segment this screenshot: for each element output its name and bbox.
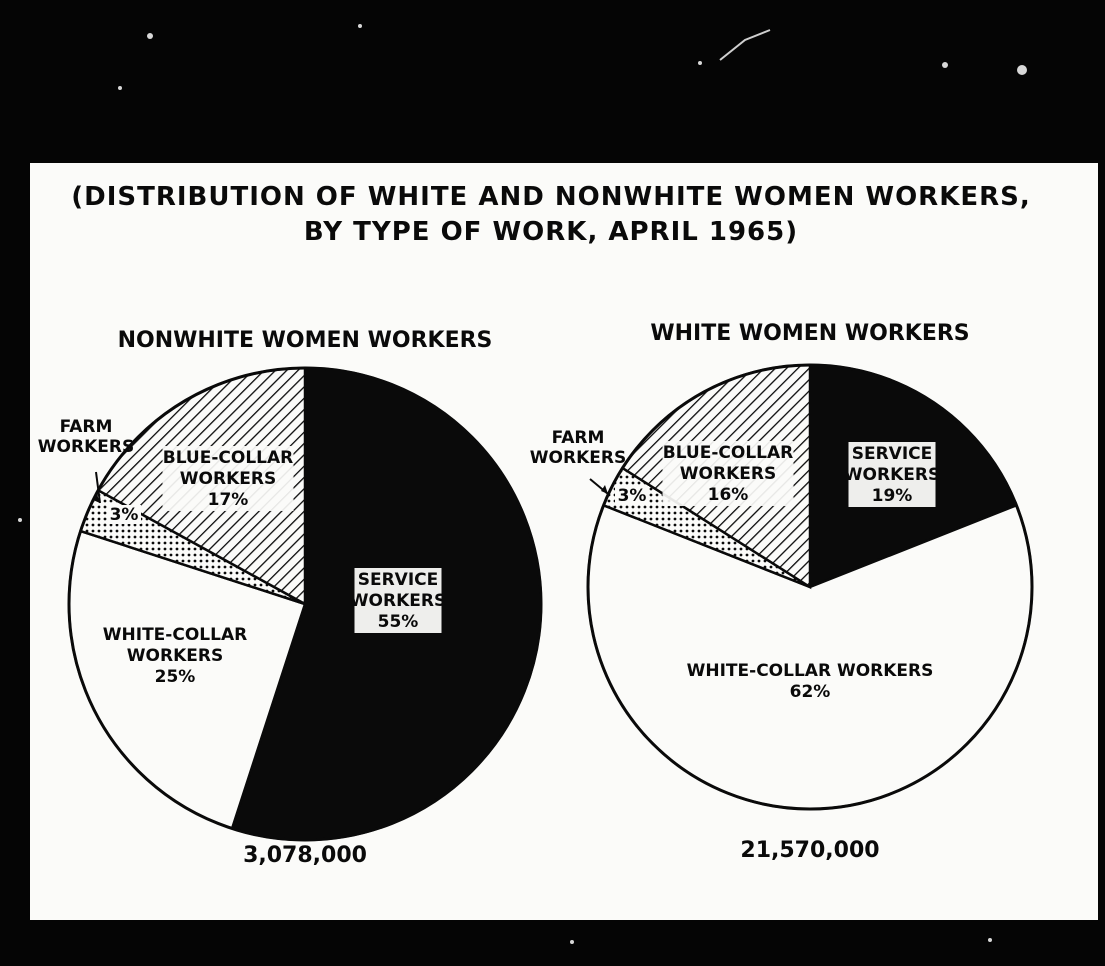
nonwhite-pie-outline [67,366,543,842]
white-service-workers-label-line-1: SERVICE [852,444,933,464]
figure-title-line-2: BY TYPE OF WORK, APRIL 1965) [304,217,798,247]
white-pie-group: WHITE WOMEN WORKERS SERVICEWORKERS19%WHI… [530,321,1034,863]
nonwhite-pie-group: NONWHITE WOMEN WORKERS SERVICEWORKERS55%… [38,328,543,868]
white-chart-title: WHITE WOMEN WORKERS [650,321,969,346]
white-farm-workers-value-label: 3% [618,486,647,506]
white-service-workers-label-backdrop [848,442,936,507]
scan-specks [18,24,1027,944]
nonwhite-blue-collar-workers-label-line-1: BLUE-COLLAR [163,448,294,468]
nonwhite-farm-workers-value-label: 3% [110,505,139,525]
nonwhite-service-workers-label-line-1: SERVICE [358,570,439,590]
nonwhite-chart-title: NONWHITE WOMEN WORKERS [118,328,493,353]
nonwhite-service-workers-value-label: 55% [378,612,419,632]
nonwhite-blue-collar-workers-label-line-2: WORKERS [180,469,276,489]
nonwhite-service-workers-label-line-2: WORKERS [350,591,446,611]
nonwhite-white-collar-workers-label-line-1: WHITE-COLLAR [103,625,247,645]
nonwhite-white-collar-workers-value-label: 25% [155,667,196,687]
white-blue-collar-workers-value-label: 16% [708,485,749,505]
nonwhite-farm-workers-arrow [95,471,101,504]
nonwhite-farm-workers-arrowhead [93,494,100,503]
nonwhite-blue-collar-workers-value-label: 17% [208,490,249,510]
nonwhite-pie: SERVICEWORKERS55%WHITE-COLLARWORKERS25%F… [38,366,543,842]
white-farm-workers-arrowhead [601,485,608,494]
nonwhite-farm-workers-value-backdrop [107,505,141,524]
nonwhite-white-collar-workers-label-line-2: WORKERS [127,646,223,666]
white-service-workers-value-label: 19% [872,486,913,506]
nonwhite-farm-workers-label-line-2: WORKERS [38,437,134,457]
white-farm-workers-value-backdrop [615,486,649,505]
nonwhite-service-workers-label-backdrop [354,568,442,633]
figure-title-line-1: (DISTRIBUTION OF WHITE AND NONWHITE WOME… [71,182,1030,212]
white-white-collar-workers-value-label: 62% [790,682,831,702]
white-farm-workers-label-line-2: WORKERS [530,448,626,468]
nonwhite-total: 3,078,000 [243,843,367,868]
white-service-workers-label-line-2: WORKERS [844,465,940,485]
white-farm-workers-label-line-1: FARM [552,428,605,448]
white-blue-collar-workers-label-line-2: WORKERS [680,464,776,484]
white-blue-collar-workers-label-line-1: BLUE-COLLAR [663,443,794,463]
white-blue-collar-workers-label-backdrop [662,441,794,506]
white-white-collar-workers-label-line-1: WHITE-COLLAR WORKERS [687,661,934,681]
white-total: 21,570,000 [740,838,879,863]
white-pie-outline [586,363,1034,811]
nonwhite-blue-collar-workers-label-backdrop [162,446,294,511]
nonwhite-farm-workers-label-line-1: FARM [60,417,113,437]
